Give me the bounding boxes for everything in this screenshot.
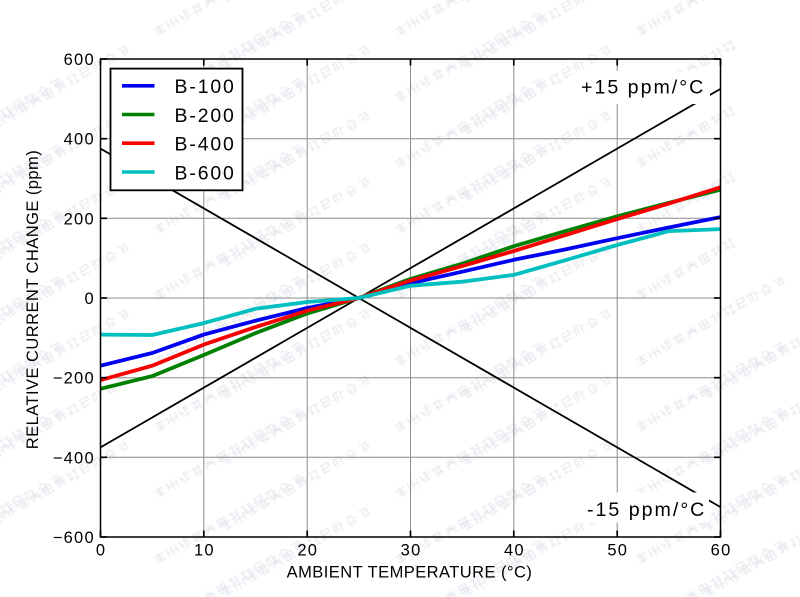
svg-text:0: 0 [84,290,94,308]
svg-text:−400: −400 [53,449,95,467]
svg-text:AMBIENT TEMPERATURE (°C): AMBIENT TEMPERATURE (°C) [287,563,533,581]
svg-text:200: 200 [64,210,95,228]
svg-text:20: 20 [297,542,318,560]
svg-text:B-400: B-400 [175,134,236,156]
svg-text:B-200: B-200 [175,105,236,127]
svg-text:RELATIVE CURRENT CHANGE (ppm): RELATIVE CURRENT CHANGE (ppm) [24,150,42,449]
svg-text:400: 400 [64,131,95,149]
svg-text:B-600: B-600 [175,162,236,184]
svg-text:30: 30 [401,542,422,560]
svg-text:-15 ppm/°C: -15 ppm/°C [587,499,706,521]
svg-text:0: 0 [96,542,106,560]
svg-text:B-100: B-100 [175,76,236,98]
svg-text:+15 ppm/°C: +15 ppm/°C [581,76,705,98]
svg-text:50: 50 [607,542,628,560]
svg-text:600: 600 [64,51,95,69]
svg-text:−600: −600 [53,529,95,547]
svg-text:10: 10 [194,542,215,560]
svg-text:60: 60 [711,542,732,560]
svg-text:40: 40 [504,542,525,560]
svg-text:−200: −200 [53,370,95,388]
